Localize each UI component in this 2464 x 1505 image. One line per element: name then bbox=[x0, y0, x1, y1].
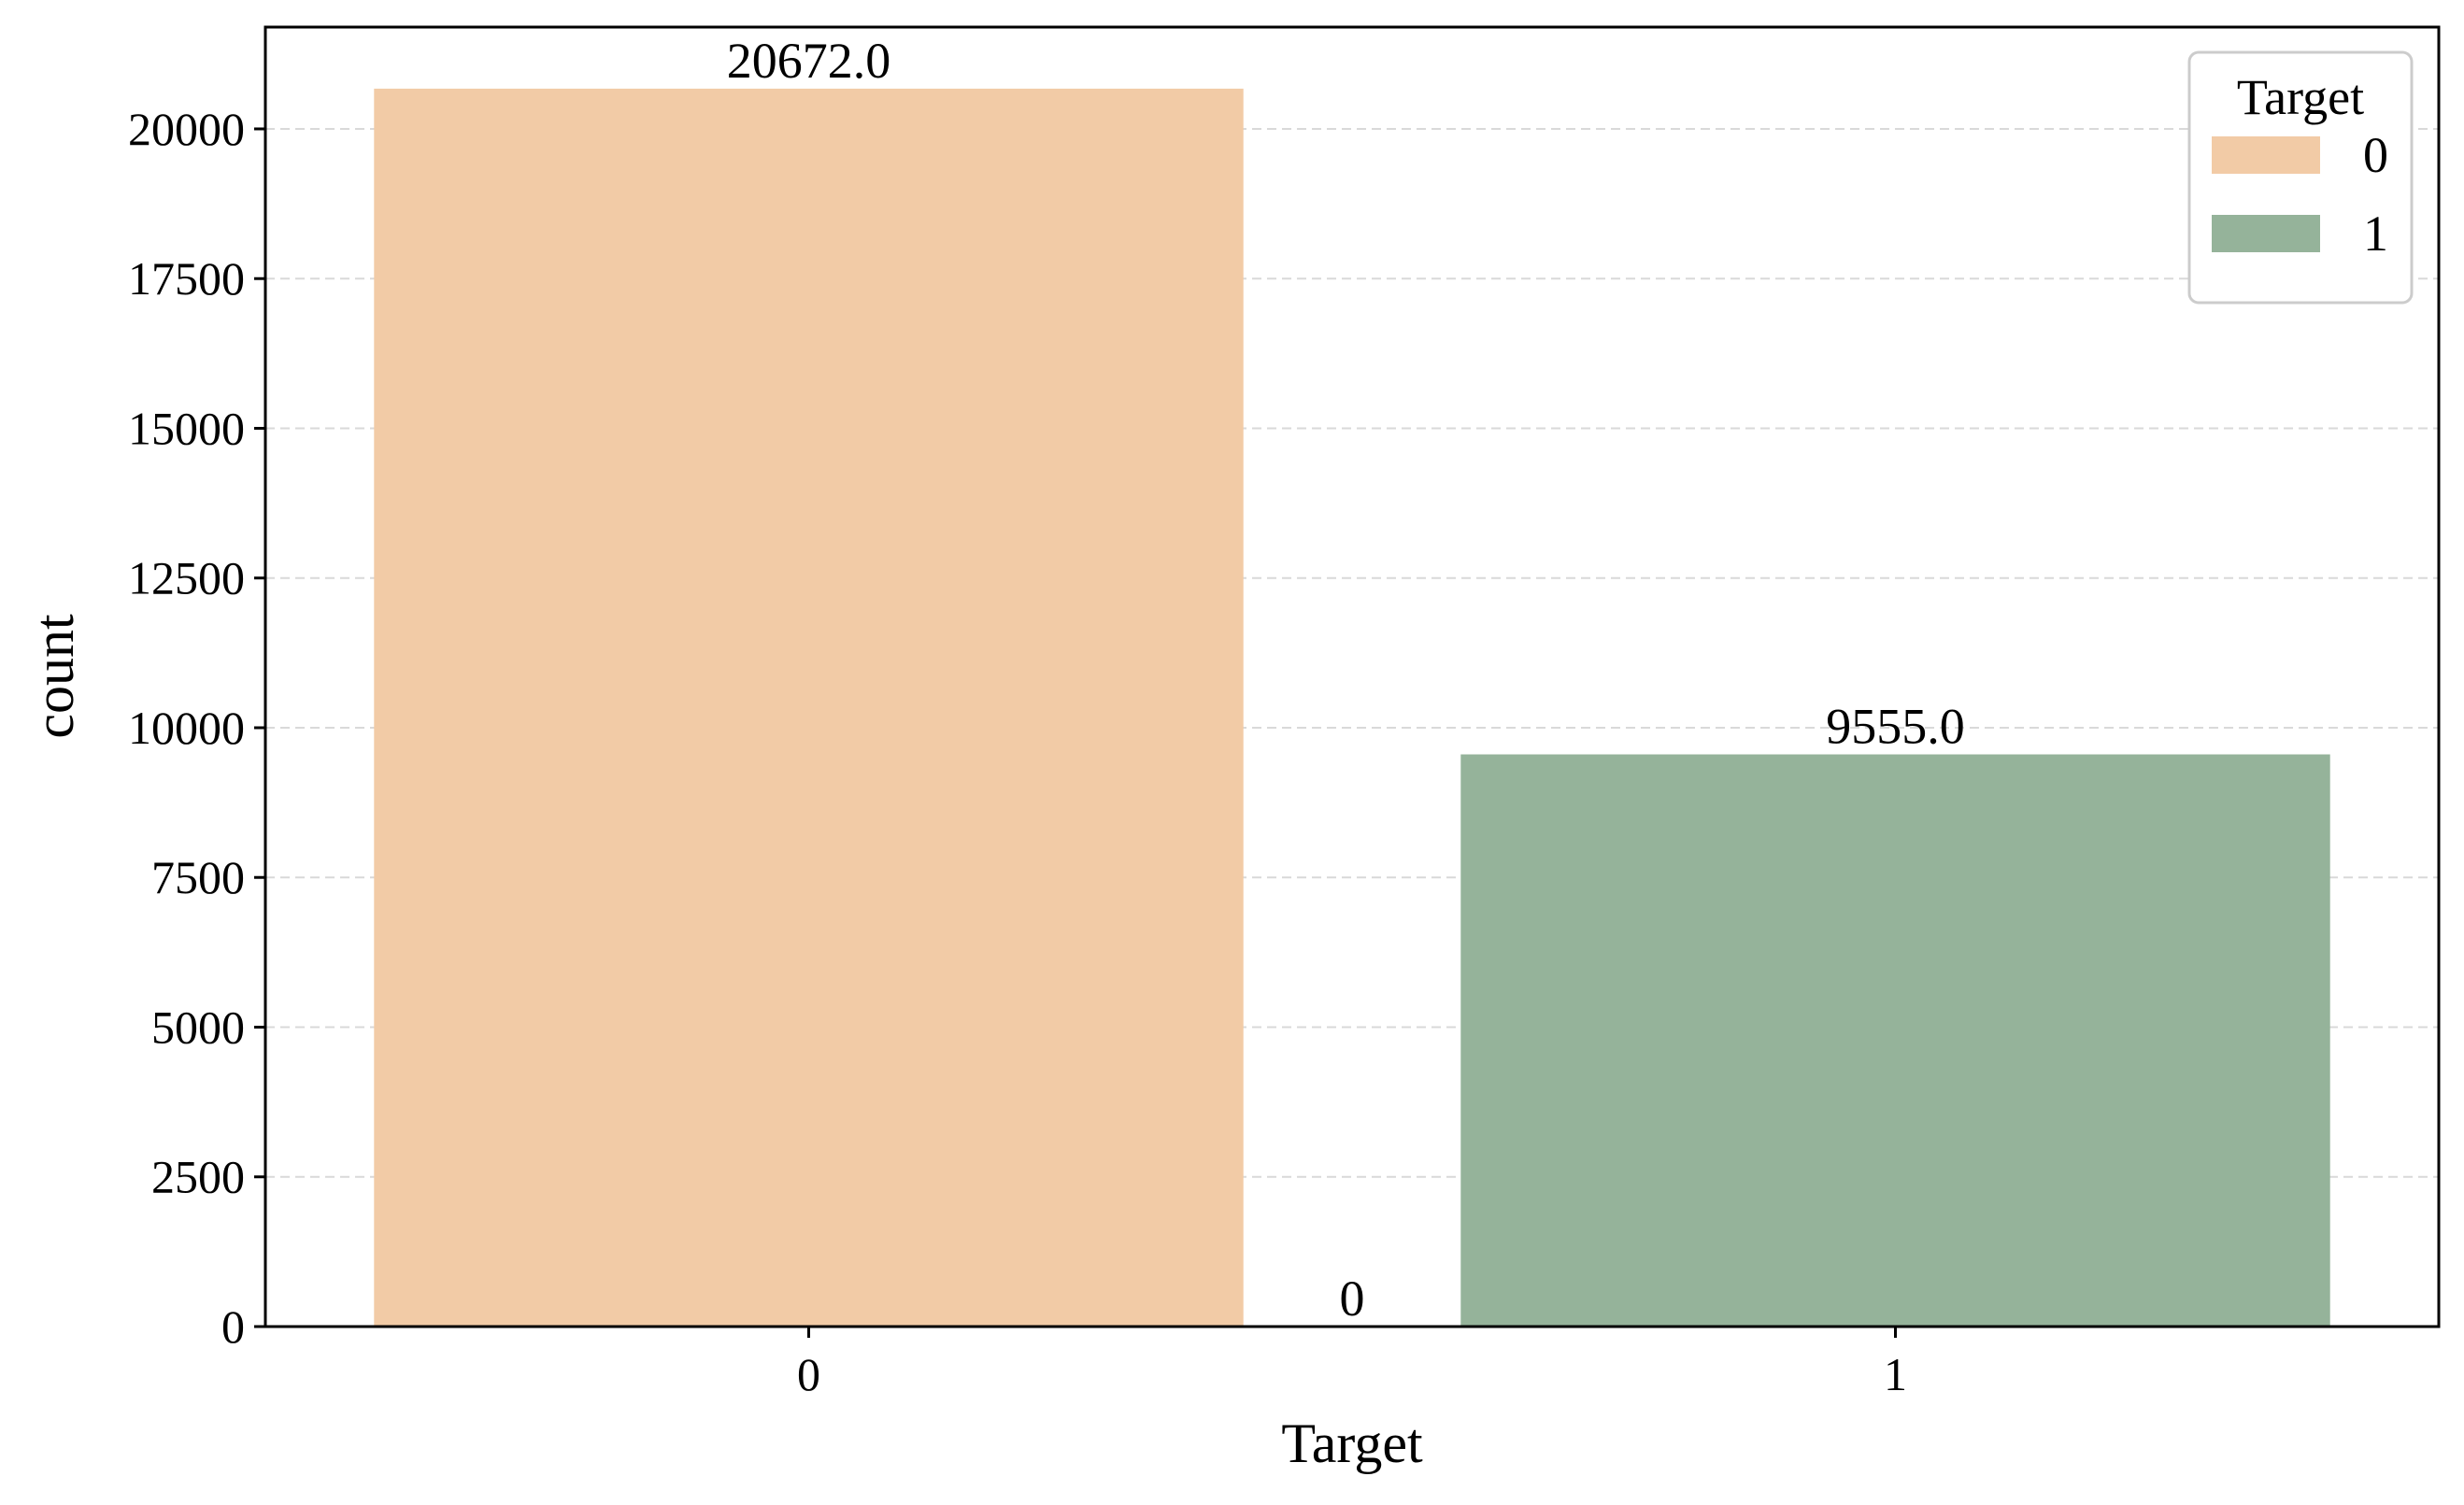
legend-title: Target bbox=[2237, 69, 2364, 125]
legend[interactable]: Target 01 bbox=[2187, 50, 2414, 305]
y-tick-label: 5000 bbox=[151, 1001, 245, 1053]
plot-frame bbox=[263, 25, 2441, 1328]
y-tick-label: 20000 bbox=[128, 103, 245, 155]
legend-entry-label: 0 bbox=[2363, 127, 2388, 183]
y-tick-label: 2500 bbox=[151, 1151, 245, 1203]
y-tick-label: 17500 bbox=[128, 252, 245, 305]
axis-ticks: 0 2500 5000 7500 10000 12500 15000 17500 20000 0 1 bbox=[128, 103, 1907, 1400]
bar bbox=[374, 88, 1244, 1327]
y-tick-label: 10000 bbox=[128, 702, 245, 754]
empty-bar-value-label: 0 bbox=[1340, 1271, 1365, 1327]
x-tick-label: 1 bbox=[1884, 1348, 1907, 1400]
bars bbox=[374, 88, 2330, 1327]
y-tick-label: 0 bbox=[221, 1300, 245, 1353]
bar-value-label: 20672.0 bbox=[727, 33, 891, 89]
legend-swatch bbox=[2212, 136, 2320, 174]
legend-swatch bbox=[2212, 215, 2320, 252]
x-axis-title: Target bbox=[1281, 1413, 1423, 1474]
bar-value-label: 9555.0 bbox=[1826, 699, 1965, 755]
y-axis-title: count bbox=[23, 614, 85, 739]
y-tick-label: 7500 bbox=[151, 851, 245, 903]
legend-entries: 01 bbox=[2212, 127, 2388, 262]
bar-labels: 20672.0 9555.0 0 bbox=[727, 33, 1965, 1327]
x-tick-label: 0 bbox=[797, 1348, 820, 1400]
bar bbox=[1460, 754, 2330, 1327]
y-tick-label: 15000 bbox=[128, 402, 245, 454]
legend-entry-label: 1 bbox=[2363, 206, 2388, 262]
y-tick-label: 12500 bbox=[128, 552, 245, 604]
